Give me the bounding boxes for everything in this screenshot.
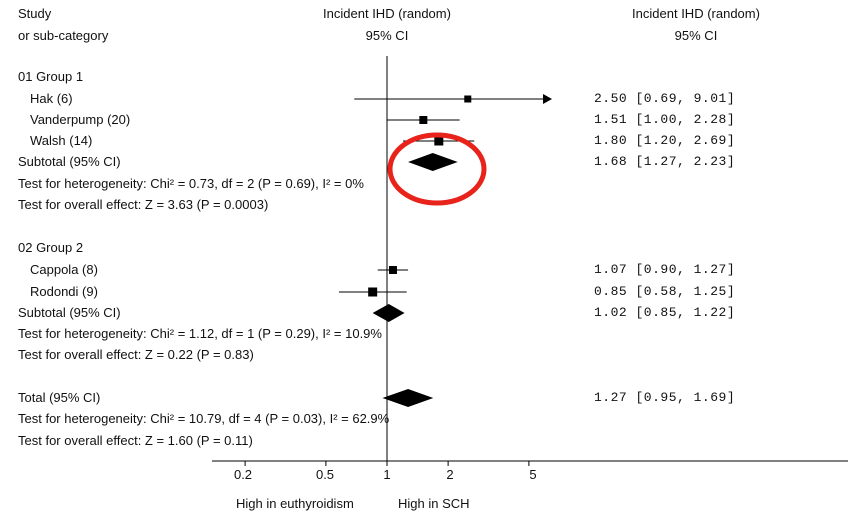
header-values-ci: 95% CI — [674, 28, 718, 43]
study-label-hak: Hak (6) — [30, 91, 73, 106]
total-overall-effect: Test for overall effect: Z = 1.60 (P = 0… — [18, 433, 253, 448]
group-2-label: 02 Group 2 — [18, 240, 84, 255]
group-1-overall-effect: Test for overall effect: Z = 3.63 (P = 0… — [18, 197, 269, 212]
tick-label-2: 2 — [446, 467, 454, 482]
point-estimate-0-0 — [464, 95, 472, 103]
ci-value-group-1-subtotal: 1.68 [1.27, 2.23] — [594, 154, 736, 169]
axis-left-label: High in euthyroidism — [236, 496, 354, 511]
ci-value-vanderpump: 1.51 [1.00, 2.28] — [594, 112, 736, 127]
study-label-cappola: Cappola (8) — [30, 262, 98, 277]
tick-label-0-2: 0.2 — [233, 467, 253, 482]
header-plot-ci: 95% CI — [365, 28, 409, 43]
ci-value-cappola: 1.07 [0.90, 1.27] — [594, 262, 736, 277]
ci-arrow-0-0 — [543, 94, 553, 104]
total-heterogeneity: Test for heterogeneity: Chi² = 10.79, df… — [18, 411, 390, 426]
ci-value-group-2-subtotal: 1.02 [0.85, 1.22] — [594, 305, 736, 320]
header-subcategory: or sub-category — [18, 28, 109, 43]
total-diamond — [382, 389, 434, 407]
subtotal-diamond-1 — [372, 304, 405, 322]
highlight-ellipse — [387, 132, 487, 206]
group-1-heterogeneity: Test for heterogeneity: Chi² = 0.73, df … — [18, 176, 364, 191]
group-1-label: 01 Group 1 — [18, 69, 84, 84]
header-study: Study — [18, 6, 52, 21]
ci-value-rodondi: 0.85 [0.58, 1.25] — [594, 284, 736, 299]
point-estimate-0-1 — [419, 116, 428, 124]
total-label: Total (95% CI) — [18, 390, 101, 405]
point-estimate-1-0 — [388, 266, 397, 274]
point-estimate-0-2 — [434, 136, 444, 146]
header-plot-title: Incident IHD (random) — [323, 6, 451, 21]
tick-label-5: 5 — [529, 467, 537, 482]
axis-right-label: High in SCH — [398, 496, 470, 511]
group-2-overall-effect: Test for overall effect: Z = 0.22 (P = 0… — [18, 347, 254, 362]
group-2-heterogeneity: Test for heterogeneity: Chi² = 1.12, df … — [18, 326, 382, 341]
group-2-subtotal-label: Subtotal (95% CI) — [18, 305, 121, 320]
tick-label-0-5: 0.5 — [315, 467, 335, 482]
study-label-vanderpump: Vanderpump (20) — [30, 112, 131, 127]
study-label-walsh: Walsh (14) — [30, 133, 93, 148]
point-estimate-1-1 — [368, 287, 378, 297]
ci-value-walsh: 1.80 [1.20, 2.69] — [594, 133, 736, 148]
ci-value-hak: 2.50 [0.69, 9.01] — [594, 91, 736, 106]
group-1-subtotal-label: Subtotal (95% CI) — [18, 154, 121, 169]
tick-label-1: 1 — [383, 467, 391, 482]
ci-value-total: 1.27 [0.95, 1.69] — [594, 390, 736, 405]
study-label-rodondi: Rodondi (9) — [30, 284, 98, 299]
header-values-title: Incident IHD (random) — [632, 6, 760, 21]
subtotal-diamond-0 — [408, 153, 458, 171]
